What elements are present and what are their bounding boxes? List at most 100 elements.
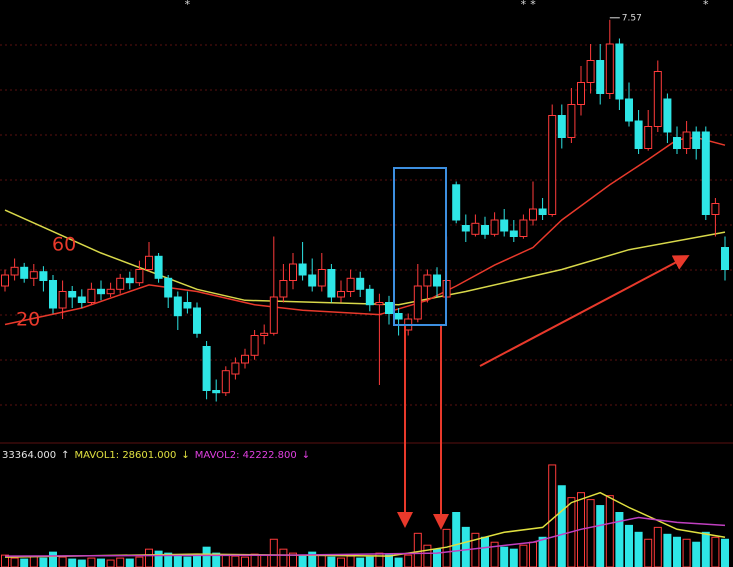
panel-rules (0, 44, 733, 444)
candle-body (615, 43, 624, 100)
candle-body (317, 269, 326, 287)
candle-body (394, 313, 403, 320)
candle-body (298, 263, 307, 276)
volume-bar (356, 557, 365, 567)
candle-body (106, 288, 115, 295)
candle-body (365, 288, 374, 306)
event-mark: * (185, 0, 191, 11)
candle-body (701, 131, 710, 215)
volume-bar (586, 499, 595, 567)
candle-body (241, 354, 249, 364)
volume-bar (548, 464, 557, 567)
candle-body (193, 307, 201, 334)
volume-bar (413, 532, 422, 567)
volume-legend: ↓ (181, 450, 189, 461)
volume-bar (682, 538, 691, 567)
volume-bar (490, 541, 499, 567)
candle-body (250, 335, 259, 356)
high-label: 7.57 (622, 13, 642, 23)
volume-bar (327, 556, 336, 567)
volume-legend: 33364.000 (2, 450, 56, 461)
candle-body (20, 266, 29, 279)
volume-bar (538, 536, 547, 567)
candle-body (356, 277, 365, 290)
candle-body (279, 280, 288, 298)
volume-bar (298, 554, 307, 567)
volume-bar (634, 531, 643, 567)
candle-body (231, 362, 240, 375)
candle-body (682, 131, 691, 149)
candle-body (721, 247, 729, 270)
volume-bar (173, 554, 182, 567)
candle-body (567, 104, 576, 138)
candle-body (308, 274, 317, 287)
moving-average-line (4, 491, 726, 558)
candle-body (97, 288, 105, 295)
candle-body (289, 263, 297, 281)
volume-bar (711, 536, 720, 567)
volume-bar (596, 505, 605, 567)
volume-bar (154, 550, 163, 567)
candle-body (673, 137, 681, 149)
moving-average-line (4, 136, 726, 326)
annotation-arrow (479, 255, 690, 367)
volume-legend: ↑ (61, 450, 69, 461)
volume-bar (461, 526, 470, 567)
highlight-box (393, 167, 447, 326)
volume-bar (644, 538, 653, 567)
volume-legend: MAVOL1: 28601.000 (74, 450, 176, 461)
volume-bar (279, 548, 288, 567)
candle-body (586, 60, 595, 83)
candle-body (164, 277, 173, 298)
candle-body (77, 296, 86, 303)
candle-body (538, 208, 547, 215)
volume-bar (87, 557, 96, 567)
volume-bar (625, 524, 633, 567)
volume-bar (605, 495, 614, 567)
event-mark: * (521, 0, 527, 11)
candle-body (58, 291, 67, 309)
volume-bar (423, 544, 432, 567)
candle-body (481, 225, 489, 235)
candle-body (116, 277, 125, 290)
candle-body (221, 370, 230, 394)
volume-bar (509, 548, 518, 567)
candle-body (68, 291, 77, 298)
volume-bar (452, 512, 461, 567)
volume-bar (183, 556, 192, 567)
volume-bar (519, 544, 528, 567)
moving-average-line (4, 209, 726, 306)
candle-body (471, 222, 480, 235)
volume-bar (241, 556, 249, 567)
volume-bar (135, 556, 144, 567)
volume-bar (260, 554, 269, 567)
volume-bar (500, 546, 509, 567)
volume-bar (433, 548, 441, 567)
event-mark: * (530, 0, 536, 11)
volume-bar (202, 546, 211, 567)
candle-body (577, 82, 585, 105)
ma-label: 60 (52, 234, 76, 256)
volume-bar (250, 553, 259, 567)
candle-body (1, 274, 9, 287)
candle-body (260, 332, 269, 336)
volume-bar (58, 556, 67, 567)
volume-bar (10, 557, 19, 567)
volume-bar (481, 536, 489, 567)
candle-body (183, 302, 192, 309)
candle-body (653, 71, 662, 127)
volume-bar (106, 559, 115, 567)
candle-body (557, 115, 566, 138)
candle-body (173, 296, 182, 317)
candle-body (337, 291, 345, 298)
candle-body (385, 302, 393, 314)
candle-body (663, 98, 672, 133)
moving-average-line (4, 516, 726, 557)
volume-bar (692, 541, 701, 567)
volume-bar (673, 536, 681, 567)
volume-bar (404, 554, 413, 567)
